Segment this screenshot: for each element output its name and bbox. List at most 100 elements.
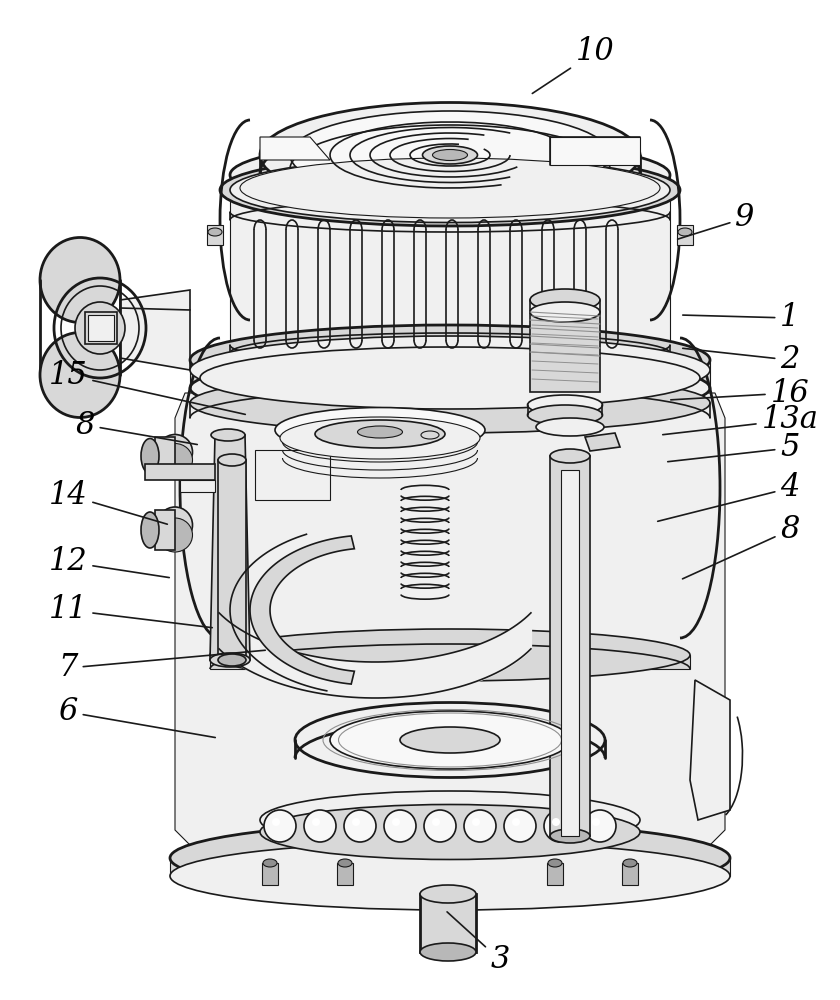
- Ellipse shape: [358, 426, 402, 438]
- Text: 7: 7: [58, 650, 265, 684]
- Bar: [88, 315, 114, 341]
- Bar: [262, 863, 278, 885]
- Circle shape: [464, 810, 496, 842]
- Ellipse shape: [75, 302, 125, 354]
- Ellipse shape: [211, 429, 245, 441]
- Circle shape: [272, 818, 280, 826]
- Ellipse shape: [260, 791, 640, 849]
- Ellipse shape: [678, 228, 692, 236]
- Ellipse shape: [208, 228, 222, 236]
- Polygon shape: [690, 680, 730, 820]
- Ellipse shape: [530, 302, 600, 322]
- Polygon shape: [255, 450, 330, 500]
- Text: 13a: 13a: [663, 404, 818, 436]
- Bar: [420, 894, 476, 952]
- Ellipse shape: [315, 420, 445, 448]
- Circle shape: [584, 810, 616, 842]
- Ellipse shape: [550, 449, 590, 463]
- Circle shape: [552, 818, 560, 826]
- Text: 15: 15: [49, 360, 245, 414]
- Text: 2: 2: [683, 344, 800, 375]
- Polygon shape: [210, 655, 690, 669]
- Bar: [677, 225, 693, 245]
- Text: 16: 16: [671, 377, 810, 408]
- Ellipse shape: [433, 149, 468, 160]
- Ellipse shape: [141, 512, 159, 548]
- Ellipse shape: [141, 438, 159, 474]
- Ellipse shape: [528, 395, 602, 415]
- Circle shape: [352, 818, 360, 826]
- Ellipse shape: [528, 405, 602, 425]
- Ellipse shape: [190, 373, 710, 433]
- Ellipse shape: [170, 822, 730, 894]
- Circle shape: [344, 810, 376, 842]
- Ellipse shape: [158, 507, 192, 543]
- Ellipse shape: [190, 325, 710, 395]
- Polygon shape: [120, 290, 190, 348]
- Polygon shape: [210, 435, 250, 660]
- Bar: [145, 464, 215, 480]
- Polygon shape: [230, 175, 670, 360]
- Ellipse shape: [260, 804, 640, 859]
- Ellipse shape: [230, 140, 670, 210]
- Circle shape: [472, 818, 480, 826]
- Polygon shape: [170, 858, 730, 876]
- Ellipse shape: [530, 289, 600, 311]
- Ellipse shape: [295, 702, 605, 778]
- Polygon shape: [585, 433, 620, 451]
- Bar: [155, 437, 175, 475]
- Circle shape: [512, 818, 520, 826]
- Ellipse shape: [400, 727, 500, 753]
- Ellipse shape: [210, 653, 250, 667]
- Ellipse shape: [190, 356, 710, 420]
- Ellipse shape: [280, 417, 480, 459]
- Circle shape: [544, 810, 576, 842]
- Circle shape: [384, 810, 416, 842]
- Circle shape: [304, 810, 336, 842]
- Ellipse shape: [158, 444, 192, 477]
- Bar: [561, 470, 579, 836]
- Ellipse shape: [263, 859, 277, 867]
- Bar: [622, 863, 638, 885]
- Circle shape: [392, 818, 400, 826]
- Circle shape: [264, 810, 296, 842]
- Text: 8: 8: [76, 410, 197, 445]
- Ellipse shape: [220, 154, 680, 226]
- Ellipse shape: [290, 111, 610, 199]
- Bar: [550, 456, 590, 836]
- Ellipse shape: [40, 237, 120, 322]
- Text: 4: 4: [658, 473, 800, 521]
- Bar: [547, 863, 563, 885]
- Bar: [530, 312, 600, 392]
- Text: 9: 9: [678, 202, 754, 239]
- Bar: [85, 312, 117, 344]
- Ellipse shape: [550, 829, 590, 843]
- Ellipse shape: [40, 332, 120, 418]
- Ellipse shape: [420, 885, 476, 903]
- Circle shape: [592, 818, 600, 826]
- Bar: [180, 480, 215, 492]
- Ellipse shape: [260, 103, 640, 208]
- Ellipse shape: [420, 943, 476, 961]
- Polygon shape: [190, 360, 710, 390]
- Polygon shape: [260, 137, 330, 160]
- Ellipse shape: [218, 454, 246, 466]
- Ellipse shape: [421, 431, 439, 439]
- Polygon shape: [120, 308, 190, 370]
- Text: 1: 1: [683, 302, 800, 334]
- Ellipse shape: [230, 157, 670, 223]
- Text: 14: 14: [49, 480, 167, 524]
- Ellipse shape: [240, 158, 660, 218]
- Ellipse shape: [158, 518, 192, 552]
- Polygon shape: [175, 393, 725, 850]
- Text: 8: 8: [683, 514, 800, 579]
- Text: 3: 3: [447, 912, 510, 976]
- Ellipse shape: [623, 859, 637, 867]
- Ellipse shape: [338, 859, 352, 867]
- Circle shape: [312, 818, 320, 826]
- Ellipse shape: [230, 332, 670, 387]
- Bar: [218, 460, 246, 660]
- Text: 5: 5: [668, 432, 800, 464]
- Ellipse shape: [548, 859, 562, 867]
- Ellipse shape: [190, 336, 710, 404]
